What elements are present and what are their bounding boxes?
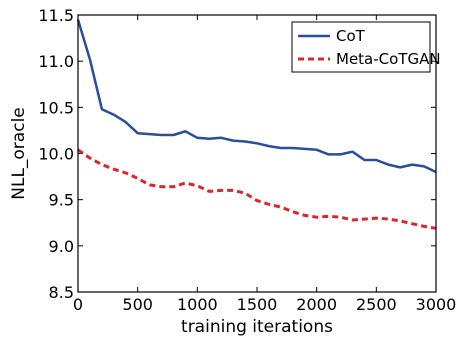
y-tick-label: 9.0 [49, 237, 74, 256]
y-tick-label: 11.0 [38, 52, 74, 71]
legend: CoT Meta-CoTGAN [291, 21, 441, 73]
legend-box [291, 21, 431, 73]
x-tick-label: 500 [122, 295, 153, 314]
series-line-meta-cotgan [77, 148, 437, 230]
y-tick-label: 11.5 [38, 6, 74, 25]
y-tick-label: 9.5 [49, 191, 74, 210]
x-axis-label: training iterations [181, 317, 333, 337]
x-tick-label: 0 [73, 295, 83, 314]
y-tick-label: 10.0 [38, 145, 74, 164]
x-tick-label: 2000 [296, 295, 337, 314]
ticks-layer: 0 500 1000 1500 2000 2500 3000 8.5 9.0 9.5 10.0 10.… [38, 6, 456, 314]
legend-label: Meta-CoTGAN [336, 50, 441, 68]
series-layer [76, 19, 437, 230]
y-tick-label: 8.5 [49, 283, 74, 302]
plot-frame [77, 14, 437, 293]
series-line-cot [76, 19, 437, 174]
x-tick-label: 1000 [177, 295, 218, 314]
x-tick-label: 3000 [416, 295, 457, 314]
x-tick-label: 1500 [237, 295, 278, 314]
x-tick-label: 2500 [356, 295, 397, 314]
y-tick-label: 10.5 [38, 98, 74, 117]
y-axis-label: NLL_oracle [9, 107, 29, 200]
legend-label: CoT [336, 27, 366, 45]
